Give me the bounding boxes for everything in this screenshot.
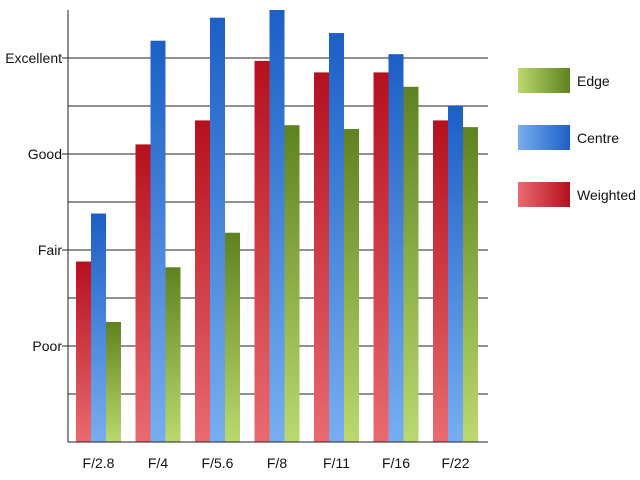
x-tick-label: F/4	[148, 455, 168, 471]
bar-centre	[388, 54, 404, 442]
bars	[76, 10, 478, 443]
legend-label: Edge	[577, 73, 610, 89]
x-tick-labels: F/2.8 F/4 F/5.6 F/8 F/11 F/16 F/22	[83, 455, 470, 471]
legend-label: Weighted	[577, 187, 636, 203]
x-tick-label: F/16	[382, 455, 410, 471]
legend-item-centre: Centre	[518, 125, 619, 150]
bar-edge	[463, 127, 478, 443]
bar-weighted	[76, 261, 91, 442]
bar-centre	[91, 213, 106, 442]
legend-swatch	[518, 182, 570, 207]
bar-edge	[106, 322, 121, 442]
axes	[67, 10, 488, 443]
y-tick-label: Excellent	[5, 50, 62, 66]
bar-centre	[150, 40, 166, 442]
bar-edge	[225, 232, 240, 442]
bar-edge	[165, 267, 181, 442]
x-tick-label: F/22	[441, 455, 469, 471]
bar-weighted	[433, 120, 448, 443]
bar-edge	[403, 86, 419, 443]
legend-label: Centre	[577, 130, 619, 146]
bar-centre	[448, 106, 463, 442]
bar-weighted	[135, 144, 151, 442]
legend-swatch	[518, 125, 570, 150]
legend-swatch	[518, 68, 570, 93]
legend-item-edge: Edge	[518, 68, 610, 93]
y-tick-labels: Poor Fair Good Excellent	[5, 50, 68, 354]
legend-item-weighted: Weighted	[518, 182, 636, 207]
y-tick-label: Good	[28, 146, 62, 162]
bar-centre	[210, 17, 225, 443]
x-tick-label: F/5.6	[202, 455, 234, 471]
x-tick-label: F/8	[267, 455, 287, 471]
legend: Edge Centre Weighted	[518, 68, 636, 207]
bar-weighted	[373, 72, 389, 443]
bar-edge	[284, 125, 300, 442]
x-tick-label: F/11	[323, 455, 350, 471]
bar-weighted	[254, 60, 270, 442]
y-tick-label: Poor	[32, 338, 62, 354]
bar-centre	[329, 33, 344, 442]
y-tick-label: Fair	[38, 242, 62, 258]
x-tick-label: F/2.8	[83, 455, 115, 471]
bar-edge	[344, 129, 359, 443]
bar-weighted	[195, 120, 210, 443]
bar-weighted	[314, 72, 329, 443]
bar-centre	[269, 10, 285, 442]
